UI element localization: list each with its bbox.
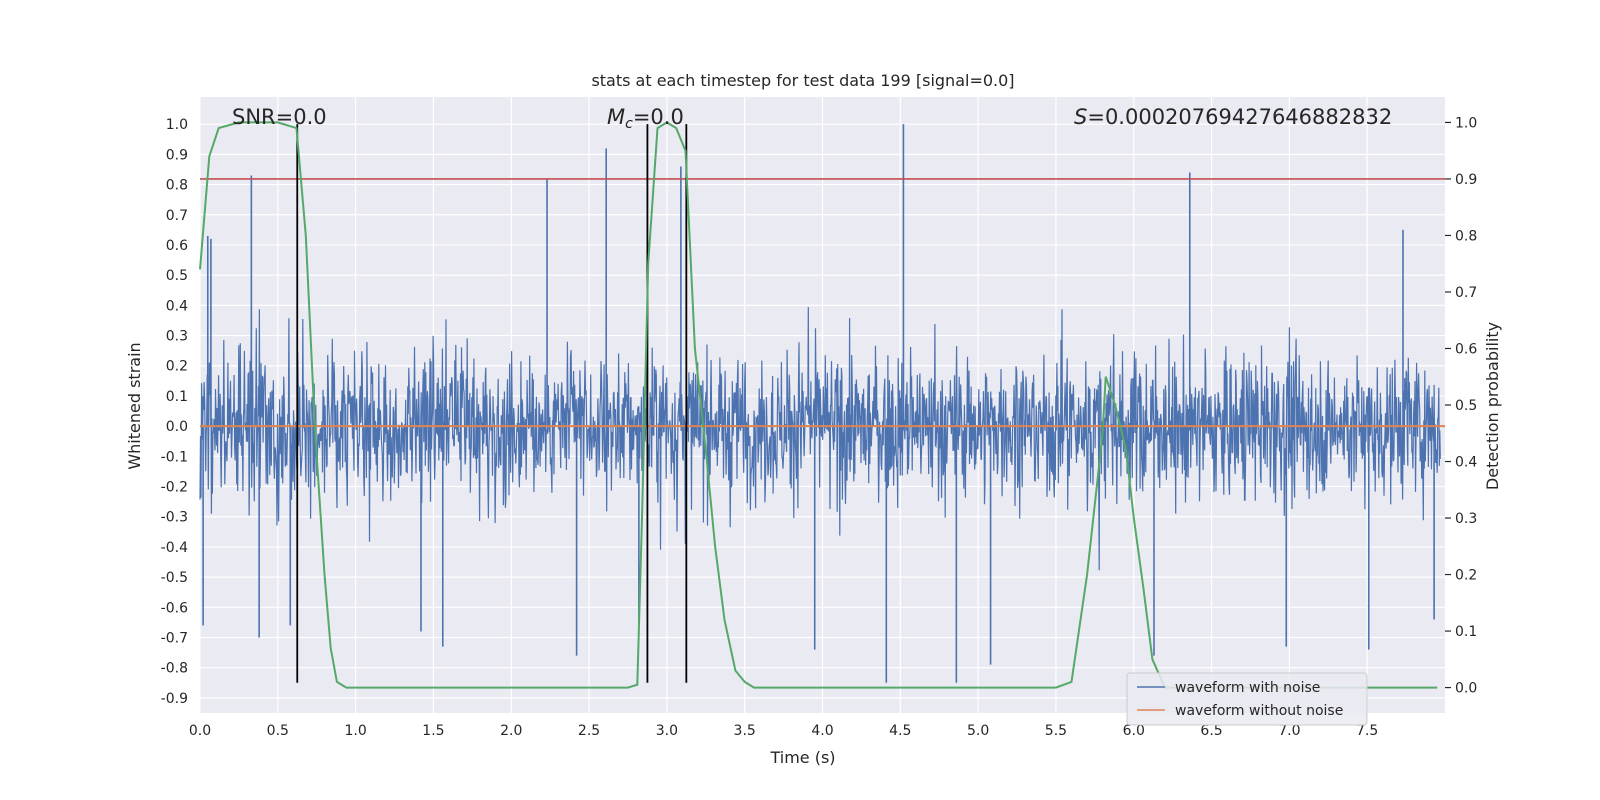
y-right-tick-label: 0.3 (1455, 511, 1477, 527)
y-right-tick-label: 0.4 (1455, 455, 1477, 471)
y-left-tick-label: 0.6 (166, 238, 188, 254)
y-right-tick-label: 0.7 (1455, 285, 1477, 301)
mc-annotation: Mc=0.0 (607, 105, 684, 132)
x-tick-label: 3.0 (656, 723, 678, 739)
y-left-tick-label: -0.7 (161, 631, 188, 647)
x-tick-label: 4.0 (811, 723, 833, 739)
x-tick-label: 0.0 (189, 723, 211, 739)
y-left-tick-label: 0.8 (166, 178, 188, 194)
legend-box (1126, 672, 1368, 726)
y-left-tick-label: 0.0 (166, 419, 188, 435)
y-left-tick-label: 0.3 (166, 329, 188, 345)
vertical-lines-layer (200, 124, 1445, 683)
x-tick-label: 6.5 (1200, 723, 1222, 739)
y-right-tick-label: 0.1 (1455, 624, 1477, 640)
legend-label-noise: waveform with noise (1175, 680, 1320, 696)
legend: waveform with noise waveform without noi… (1126, 672, 1368, 726)
mc-subscript: c (625, 116, 633, 132)
chart-title: stats at each timestep for test data 199… (591, 71, 1014, 90)
y-left-tick-label: -0.9 (161, 691, 188, 707)
x-tick-label: 1.0 (344, 723, 366, 739)
s-value: =0.00020769427646882832 (1087, 105, 1392, 129)
y-left-tick-label: 1.0 (166, 117, 188, 133)
y-left-tick-label: -0.1 (161, 449, 188, 465)
mc-value: =0.0 (633, 105, 684, 129)
y-right-tick-label: 0.0 (1455, 681, 1477, 697)
probability-layer (199, 121, 1438, 689)
y-left-tick-label: 0.1 (166, 389, 188, 405)
mc-symbol: M (607, 105, 625, 129)
y-left-tick-label: 0.9 (166, 147, 188, 163)
s-symbol: S (1074, 105, 1087, 129)
y-left-tick-label: -0.3 (161, 510, 188, 526)
x-tick-label: 2.0 (500, 723, 522, 739)
x-tick-label: 2.5 (578, 723, 600, 739)
y-left-tick-label: -0.5 (161, 570, 188, 586)
axis-layer: 0.0 0.5 1.0 1.5 2.0 2.5 3.0 3.5 4.0 4.5 5.0 5.5 6.0 6… (161, 115, 1478, 739)
y-left-tick-label: -0.8 (161, 661, 188, 677)
y-left-tick-label: 0.5 (166, 268, 188, 284)
y-axis-left-label: Whitened strain (125, 342, 144, 469)
x-tick-label: 7.0 (1278, 723, 1300, 739)
detection-probability-line (199, 121, 1438, 689)
x-tick-label: 0.5 (267, 723, 289, 739)
y-right-tick-label: 0.5 (1455, 398, 1477, 414)
x-tick-label: 3.5 (734, 723, 756, 739)
x-tick-label: 5.5 (1045, 723, 1067, 739)
x-tick-label: 6.0 (1123, 723, 1145, 739)
snr-annotation: SNR=0.0 (232, 105, 327, 129)
y-left-tick-label: -0.4 (161, 540, 188, 556)
x-tick-label: 1.5 (422, 723, 444, 739)
y-right-tick-label: 0.8 (1455, 228, 1477, 244)
x-tick-label: 7.5 (1356, 723, 1378, 739)
y-left-tick-label: 0.4 (166, 298, 188, 314)
y-left-tick-label: 0.2 (166, 359, 188, 375)
y-right-tick-label: 0.6 (1455, 341, 1477, 357)
y-left-tick-label: -0.6 (161, 600, 188, 616)
y-axis-right-label: Detection probability (1483, 322, 1502, 490)
x-tick-label: 4.5 (889, 723, 911, 739)
y-right-tick-label: 0.9 (1455, 172, 1477, 188)
y-left-tick-label: -0.2 (161, 480, 188, 496)
legend-label-clean: waveform without noise (1175, 703, 1343, 719)
s-annotation: S=0.00020769427646882832 (1074, 105, 1392, 129)
y-right-tick-label: 0.2 (1455, 568, 1477, 584)
y-left-tick-label: 0.7 (166, 208, 188, 224)
x-tick-label: 5.0 (967, 723, 989, 739)
y-right-tick-label: 1.0 (1455, 115, 1477, 131)
x-axis-label: Time (s) (769, 748, 835, 767)
